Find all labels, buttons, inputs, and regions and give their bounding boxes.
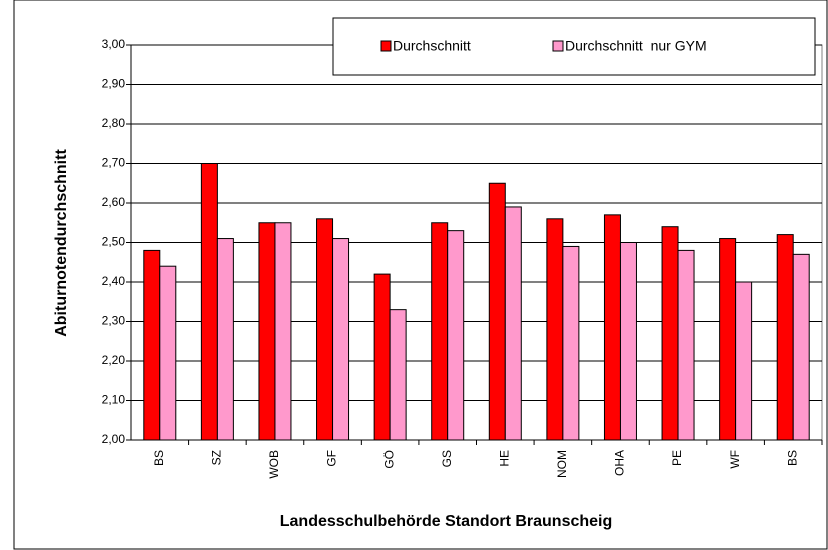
bar	[258, 222, 276, 441]
bar	[488, 182, 506, 441]
bar	[316, 218, 334, 441]
y-tick-label: 3,00	[102, 37, 126, 51]
y-tick-label: 2,70	[102, 156, 126, 170]
bar	[792, 253, 810, 441]
bar	[776, 234, 794, 441]
x-tick-label: GF	[325, 450, 339, 467]
bar	[447, 230, 465, 441]
x-tick-label: GS	[440, 450, 454, 467]
bar	[200, 163, 218, 441]
bar	[504, 206, 522, 441]
x-tick-label: BS	[152, 450, 166, 466]
legend-swatch	[380, 40, 392, 52]
y-axis-title: Abiturnotendurchschnitt	[53, 149, 70, 337]
y-tick-label: 2,30	[102, 314, 126, 328]
bar	[216, 238, 234, 441]
bar	[332, 238, 350, 441]
bar	[677, 249, 695, 441]
legend-swatch	[552, 40, 564, 52]
bar	[546, 218, 564, 441]
x-tick-label: GÖ	[382, 450, 396, 469]
y-tick-label: 2,50	[102, 235, 126, 249]
x-tick-label: WF	[728, 450, 742, 469]
bar	[619, 242, 637, 441]
legend-box	[332, 17, 816, 76]
x-tick-label: WOB	[267, 450, 281, 479]
y-tick-label: 2,90	[102, 77, 126, 91]
bar	[719, 238, 737, 441]
legend-text: Durchschnitt nur GYM	[565, 38, 707, 54]
bar	[159, 265, 177, 441]
x-tick-label: PE	[670, 450, 684, 466]
x-tick-label: HE	[497, 450, 511, 467]
x-axis-title: Landesschulbehörde Standort Braunscheig	[280, 513, 613, 530]
y-tick-label: 2,00	[102, 432, 126, 446]
bar	[562, 245, 580, 441]
legend-text: Durchschnitt	[393, 38, 471, 54]
bar	[661, 226, 679, 441]
x-tick-label: NOM	[555, 450, 569, 478]
x-tick-label: SZ	[210, 450, 224, 465]
bar	[603, 214, 621, 441]
x-tick-label: BS	[785, 450, 799, 466]
y-tick-label: 2,20	[102, 353, 126, 367]
bar	[735, 281, 753, 441]
bar	[389, 309, 407, 441]
y-tick-label: 2,60	[102, 195, 126, 209]
y-tick-label: 2,80	[102, 116, 126, 130]
x-tick-label: OHA	[613, 450, 627, 476]
y-tick-label: 2,40	[102, 274, 126, 288]
bar	[274, 222, 292, 441]
y-tick-label: 2,10	[102, 393, 126, 407]
bar	[431, 222, 449, 441]
bar	[373, 273, 391, 441]
bar	[143, 249, 161, 441]
